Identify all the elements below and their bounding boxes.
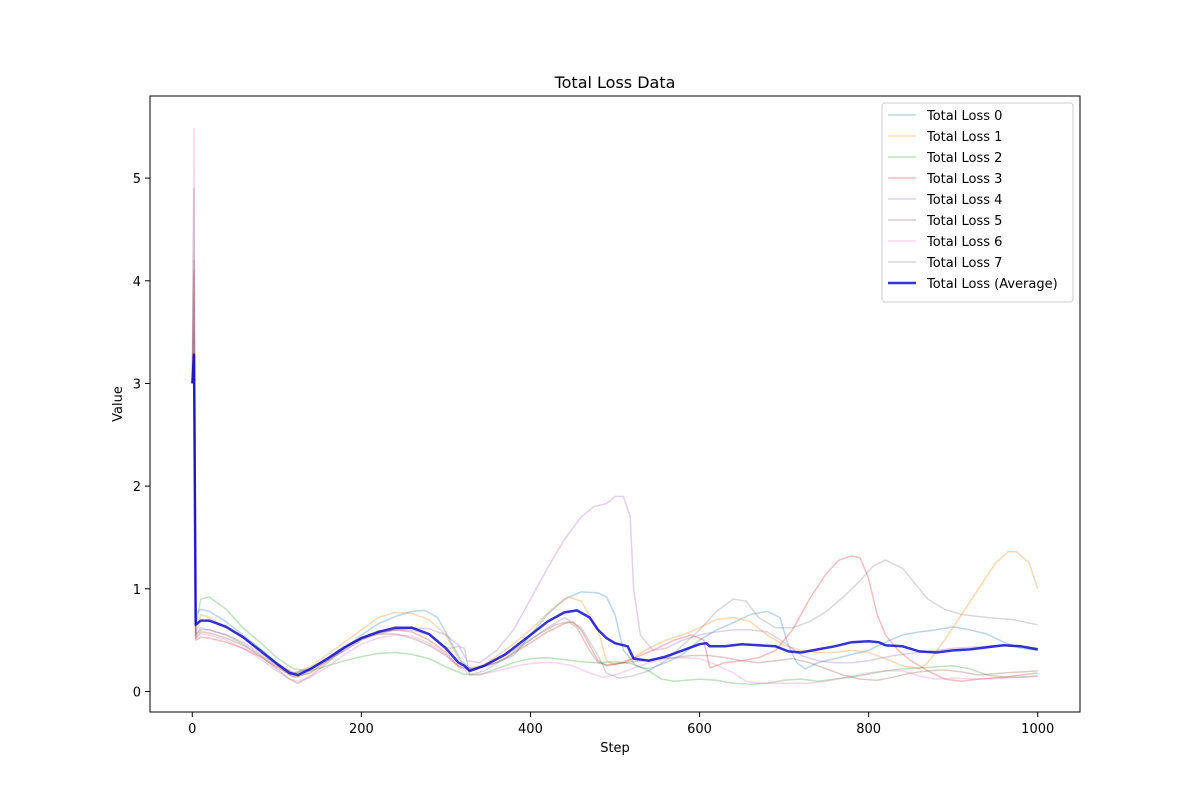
chart-title: Total Loss Data: [554, 73, 676, 92]
x-tick-label: 800: [856, 722, 881, 737]
plot-frame: [149, 95, 1081, 713]
series-line-5: [191, 259, 1038, 685]
x-tick-label: 1000: [1021, 722, 1054, 737]
y-tick-label: 1: [133, 583, 141, 598]
y-axis: 0 1 2 3 4 5: [133, 172, 150, 700]
legend-entry-1: Total Loss 1: [926, 130, 1002, 145]
legend-entry-3: Total Loss 3: [926, 172, 1002, 187]
y-tick-label: 5: [133, 172, 141, 187]
series-line-6: [191, 128, 1038, 685]
series-layer: [191, 128, 1039, 686]
x-tick-label: 0: [188, 722, 196, 737]
series-line-3: [191, 269, 1038, 682]
y-axis-label: Value: [111, 386, 126, 422]
legend-entry-5: Total Loss 5: [926, 214, 1002, 229]
legend-entry-4: Total Loss 4: [926, 193, 1002, 208]
legend-entry-6: Total Loss 6: [926, 235, 1002, 250]
series-line-1: [191, 362, 1039, 674]
series-line-7: [191, 187, 1038, 679]
series-line-2: [191, 331, 1038, 686]
legend-box: [881, 102, 1074, 303]
series-line-8: [191, 353, 1038, 677]
series-line-0: [191, 351, 1038, 675]
legend-entry-8: Total Loss (Average): [926, 277, 1058, 292]
x-axis: 0 200 400 600 800 1000: [188, 712, 1054, 737]
x-tick-label: 200: [349, 722, 374, 737]
x-axis-label: Step: [600, 741, 630, 756]
legend: Total Loss 0 Total Loss 1 Total Loss 2 Tota…: [881, 102, 1074, 303]
x-tick-label: 400: [518, 722, 543, 737]
y-tick-label: 2: [133, 480, 141, 495]
x-tick-label: 600: [687, 722, 712, 737]
y-tick-label: 3: [133, 377, 141, 392]
legend-entry-7: Total Loss 7: [926, 256, 1002, 271]
legend-entry-0: Total Loss 0: [926, 109, 1002, 124]
y-tick-label: 0: [133, 685, 141, 700]
legend-entry-2: Total Loss 2: [926, 151, 1002, 166]
y-tick-label: 4: [133, 275, 141, 290]
